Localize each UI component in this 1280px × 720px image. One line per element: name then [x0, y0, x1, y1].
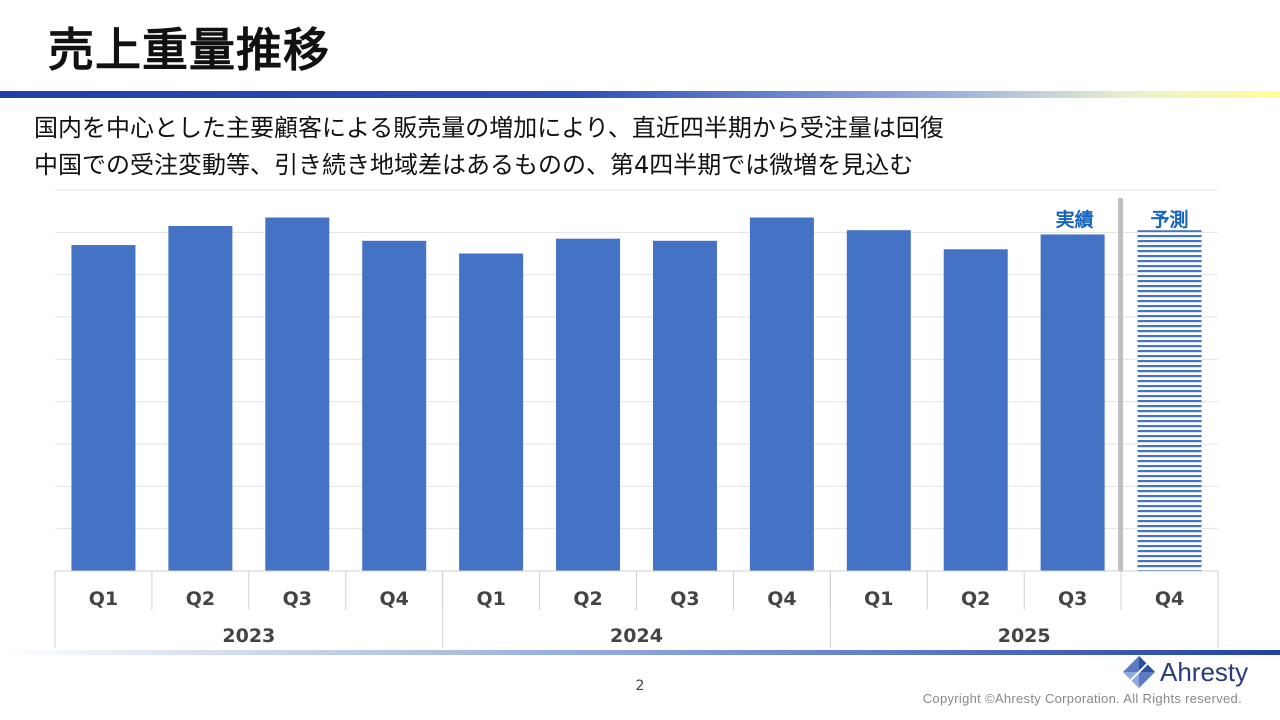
bar [943, 249, 1008, 571]
bar [749, 217, 814, 571]
quarter-tick-label: Q4 [767, 588, 796, 610]
bar-forecast [1137, 230, 1202, 571]
title-divider [0, 91, 1280, 98]
slide-title: 売上重量推移 [48, 23, 330, 77]
quarter-tick-label: Q3 [283, 588, 312, 610]
bar [265, 217, 330, 571]
chart-bars [71, 198, 1202, 572]
quarter-tick-label: Q2 [186, 588, 215, 610]
quarter-tick-label: Q2 [961, 588, 990, 610]
year-label: 2023 [222, 625, 275, 647]
subtitle-line-2: 中国での受注変動等、引き続き地域差はあるものの、第4四半期では微増を見込む [34, 151, 914, 179]
bar [362, 240, 427, 572]
quarter-tick-label: Q1 [864, 588, 893, 610]
quarter-tick-label: Q1 [89, 588, 118, 610]
actual-annotation: 実績 [1056, 208, 1094, 231]
logo-text: Ahresty [1160, 656, 1249, 687]
copyright-text: Copyright ©Ahresty Corporation. All Righ… [922, 691, 1242, 706]
quarter-tick-label: Q1 [476, 588, 505, 610]
bar [168, 225, 233, 571]
quarter-tick-label: Q4 [1155, 588, 1184, 610]
year-label: 2025 [998, 625, 1051, 647]
chart-labels: 2023 2024 2025 Q1 Q2 Q3 Q4 Q1 Q2 Q3 Q4 Q1 Q2 Q3 Q4 実績 予測 [89, 208, 1189, 647]
quarter-tick-label: Q3 [1058, 588, 1087, 610]
bar [71, 245, 136, 572]
bar [556, 238, 621, 571]
quarter-tick-label: Q2 [573, 588, 602, 610]
quarter-tick-label: Q3 [670, 588, 699, 610]
bar [846, 230, 911, 571]
bar [652, 240, 717, 572]
actual-forecast-divider [1118, 198, 1124, 571]
forecast-annotation: 予測 [1151, 208, 1189, 231]
quarter-tick-label: Q4 [380, 588, 409, 610]
footer-divider [0, 650, 1280, 655]
subtitle-line-1: 国内を中心とした主要顧客による販売量の増加により、直近四半期から受注量は回復 [34, 114, 944, 142]
logo-diamond-icon [1123, 656, 1155, 688]
year-label: 2024 [610, 625, 663, 647]
chart-axis [54, 570, 1219, 648]
page-number: 2 [635, 678, 645, 694]
company-logo: Ahresty [1122, 655, 1248, 689]
bar [1040, 234, 1105, 571]
sales-weight-chart: 2023 2024 2025 Q1 Q2 Q3 Q4 Q1 Q2 Q3 Q4 Q1 Q2 Q3 Q4 実績 予測 [54, 189, 1219, 648]
bar [459, 253, 524, 571]
